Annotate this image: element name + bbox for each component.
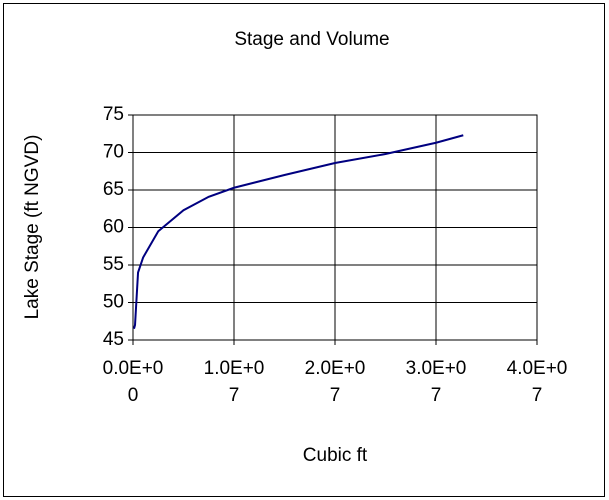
y-tick-label: 60	[103, 217, 124, 238]
chart-title: Stage and Volume	[234, 29, 389, 50]
x-axis-label: Cubic ft	[303, 445, 368, 466]
y-tick-label: 55	[103, 254, 124, 275]
x-tick-label-box: 4.0E+07	[506, 358, 568, 406]
y-tick-label: 50	[103, 292, 124, 313]
x-tick-label-box: 0.0E+00	[102, 358, 164, 406]
chart-border	[3, 3, 605, 497]
x-tick-label: 4.0E+07	[506, 358, 568, 406]
y-tick-label: 65	[103, 179, 124, 200]
x-tick-label: 0.0E+00	[102, 358, 164, 406]
x-tick-label-box: 3.0E+07	[405, 358, 467, 406]
plot-frame	[132, 114, 538, 341]
y-tick-label: 45	[103, 329, 124, 350]
x-tick-label: 2.0E+07	[304, 358, 366, 406]
x-tick-label: 1.0E+07	[203, 358, 265, 406]
y-tick-label: 70	[103, 142, 124, 163]
y-tick-label: 75	[103, 104, 124, 125]
x-tick-label: 3.0E+07	[405, 358, 467, 406]
y-axis-label: Lake Stage (ft NGVD)	[22, 135, 43, 320]
x-tick-label-box: 2.0E+07	[304, 358, 366, 406]
line-series	[133, 134, 464, 330]
x-tick-label-box: 1.0E+07	[203, 358, 265, 406]
